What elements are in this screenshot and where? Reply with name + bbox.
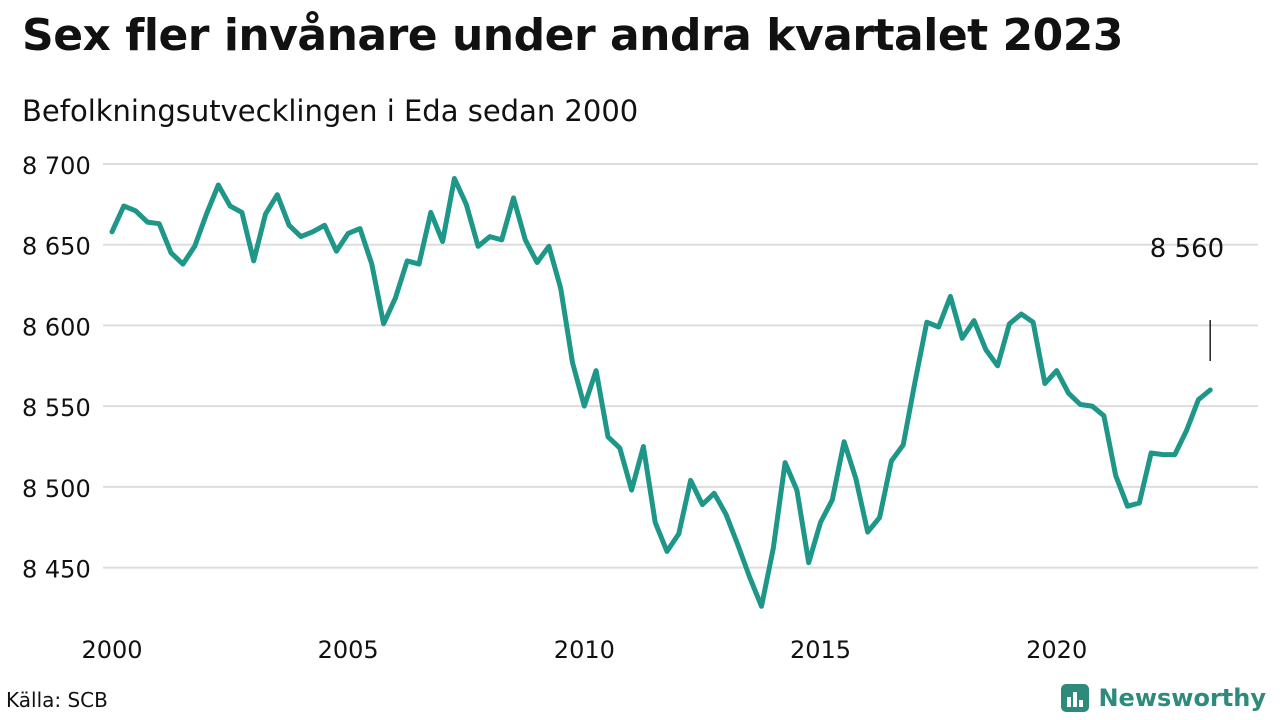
y-tick-label: 8 650 xyxy=(22,233,91,261)
y-axis-ticks: 8 450 8 500 8 550 8 600 8 650 8 700 xyxy=(22,152,91,584)
x-axis-ticks: 2000 2005 2010 2015 2020 xyxy=(81,636,1087,664)
y-tick-label: 8 500 xyxy=(22,475,91,503)
series-layer xyxy=(109,176,1213,609)
x-tick-label: 2010 xyxy=(554,636,615,664)
chart-title: Sex fler invånare under andra kvartalet … xyxy=(22,10,1124,61)
x-tick-label: 2015 xyxy=(790,636,851,664)
x-tick-label: 2000 xyxy=(81,636,142,664)
bar-chart-icon xyxy=(1060,683,1090,713)
y-tick-label: 8 700 xyxy=(22,152,91,180)
x-tick-label: 2020 xyxy=(1026,636,1087,664)
brand-name: Newsworthy xyxy=(1098,684,1266,712)
brand-logo: Newsworthy xyxy=(1060,683,1266,713)
y-tick-label: 8 450 xyxy=(22,556,91,584)
last-value-label: 8 560 xyxy=(1150,234,1224,264)
grid-layer xyxy=(103,163,1258,569)
y-tick-label: 8 550 xyxy=(22,394,91,422)
source-note: Källa: SCB xyxy=(6,688,108,712)
series-line xyxy=(109,176,1213,609)
y-tick-label: 8 600 xyxy=(22,313,91,341)
chart-subtitle: Befolkningsutvecklingen i Eda sedan 2000 xyxy=(22,94,639,128)
x-tick-label: 2005 xyxy=(318,636,379,664)
annotation-layer: 8 560 xyxy=(1150,234,1224,361)
